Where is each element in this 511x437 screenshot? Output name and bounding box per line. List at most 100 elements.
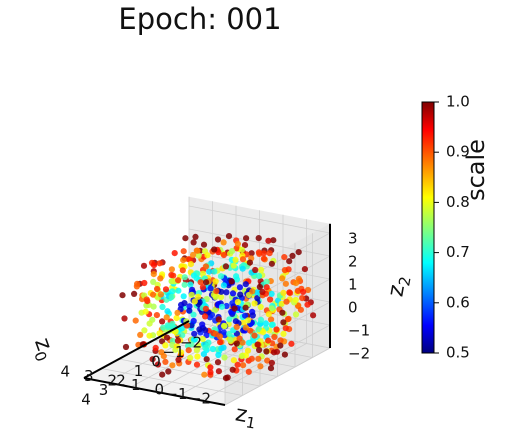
data-point [174,309,181,316]
data-point [236,284,243,291]
z2-tick-label: 0 [348,299,358,317]
data-point [186,256,193,263]
data-point [190,239,197,246]
data-point [284,316,291,323]
data-point [233,340,240,347]
data-point [278,300,285,307]
z2-tick-label: 1 [348,276,358,294]
data-point [234,298,241,306]
data-point [263,284,270,291]
data-point [191,298,198,305]
data-point [217,273,225,280]
data-point [168,278,175,285]
colorbar-gradient [421,101,435,354]
data-point [270,349,278,356]
data-point [203,332,210,339]
data-point [283,298,290,305]
data-point [132,317,139,324]
data-point [229,366,236,373]
data-point [164,308,171,315]
z1-axis-label: z1 [233,401,259,432]
data-point [159,371,166,378]
data-point [157,275,164,282]
colorbar-tick-label: 0.5 [446,344,470,362]
data-point [193,347,200,354]
data-point [268,305,275,312]
data-point [226,316,233,323]
data-point [205,339,212,346]
data-point [268,316,275,323]
data-point [244,317,252,324]
data-point [281,254,288,261]
data-point [169,362,176,369]
z1-tick-label: 4 [81,391,91,409]
data-point [248,355,255,362]
data-point [232,256,239,263]
data-point [220,344,227,351]
data-point [271,333,278,341]
data-point [292,280,300,287]
z0-tick-label: −2 [189,390,211,408]
data-point [229,290,237,297]
data-point [159,318,166,325]
data-point [260,250,267,257]
data-point [190,317,197,325]
data-point [214,359,222,366]
data-point [239,256,247,263]
data-point [242,281,249,288]
data-point [159,303,166,311]
data-point [231,346,238,353]
data-point [245,368,252,375]
data-point [220,251,227,259]
data-point [199,284,206,291]
data-point [187,281,194,288]
data-point [228,278,235,285]
data-point [215,316,222,323]
z0-axis-label: z0 [27,335,60,364]
data-point [221,354,228,361]
data-point [257,316,265,323]
data-point [297,306,304,313]
data-point [141,327,148,334]
data-point [203,356,210,363]
data-point [200,241,208,248]
data-point [137,331,144,338]
data-point [178,349,185,356]
data-point [282,325,289,332]
z1-tick-label: 0 [151,353,161,371]
data-point [238,246,246,253]
data-point [233,276,241,283]
z1-tick-label: 3 [99,381,109,399]
data-point [232,318,239,325]
data-point [165,368,172,375]
data-point [255,355,262,362]
data-point [173,314,180,322]
data-point [292,296,299,304]
data-point [199,335,206,343]
data-point [265,311,272,318]
data-point [169,323,176,330]
data-point [162,342,169,349]
data-point [190,311,197,318]
data-point [255,235,262,242]
data-point [131,290,138,297]
data-point [279,275,286,282]
data-point [211,268,218,275]
data-point [226,330,233,337]
data-point [217,339,224,346]
data-point [202,344,209,351]
data-point [223,289,230,296]
colorbar-tick-label: 0.9 [446,143,470,161]
colorbar-tick-label: 0.7 [446,243,470,261]
data-point [220,322,228,329]
data-point [199,321,206,328]
data-point [195,252,202,259]
data-point [163,334,171,341]
data-point [259,288,266,296]
z2-tick-label: −1 [348,322,370,340]
data-point [264,357,271,364]
data-point [196,326,203,333]
data-point [207,285,214,292]
data-point [134,280,141,287]
z2-tick-label: 2 [348,253,358,271]
